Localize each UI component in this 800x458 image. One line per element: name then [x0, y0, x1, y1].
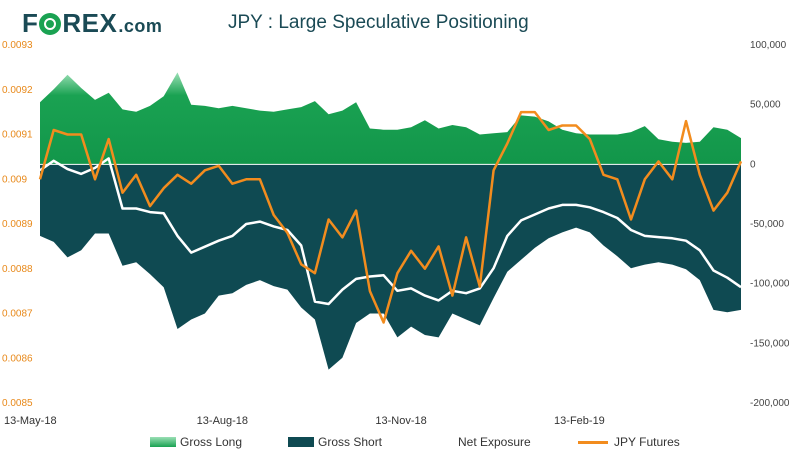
net-exposure-line [39, 157, 742, 306]
right-axis-tick-label: 0 [750, 159, 756, 170]
right-axis-tick-label: -100,000 [750, 279, 790, 290]
legend-item-jpy-futures: JPY Futures [578, 435, 680, 449]
forex-logo: F REX.com [22, 8, 163, 38]
right-axis-tick-label: -50,000 [750, 219, 784, 230]
legend-swatch [578, 440, 608, 444]
legend-item-gross-long: Gross Long [150, 435, 242, 449]
legend-item-gross-short: Gross Short [288, 435, 382, 449]
jpy-futures-line [38, 110, 743, 324]
right-axis-tick-label: -150,000 [750, 338, 790, 349]
left-axis-tick-label: 0.0087 [2, 309, 33, 320]
left-axis-tick-label: 0.0089 [2, 219, 33, 230]
right-axis-tick-label: 100,000 [750, 40, 787, 51]
left-axis-tick-label: 0.0093 [2, 40, 33, 51]
left-axis-tick-label: 0.0091 [2, 130, 33, 141]
legend-swatch [150, 437, 176, 447]
legend: Gross Long Gross Short Net Exposure JPY … [0, 432, 800, 452]
x-axis-tick-label: 13-Feb-19 [554, 415, 605, 427]
coin-icon [39, 13, 62, 35]
legend-swatch [288, 437, 314, 447]
left-axis-tick-label: 0.0088 [2, 264, 33, 275]
chart-title: JPY : Large Speculative Positioning [228, 12, 529, 33]
gross-long-area [40, 72, 741, 165]
x-axis-tick-label: 13-May-18 [4, 415, 57, 427]
left-axis-tick-label: 0.0092 [2, 85, 33, 96]
left-axis-tick-label: 0.0085 [2, 398, 33, 409]
right-axis-tick-label: 50,000 [750, 100, 781, 111]
x-axis-tick-label: 13-Nov-18 [375, 415, 426, 427]
left-axis-tick-label: 0.009 [2, 174, 27, 185]
x-axis-tick-label: 13-Aug-18 [197, 415, 248, 427]
right-axis-tick-label: -200,000 [750, 398, 790, 409]
legend-item-net-exposure: Net Exposure [458, 435, 531, 449]
gross-short-area [40, 164, 741, 370]
left-axis-tick-label: 0.0086 [2, 353, 33, 364]
